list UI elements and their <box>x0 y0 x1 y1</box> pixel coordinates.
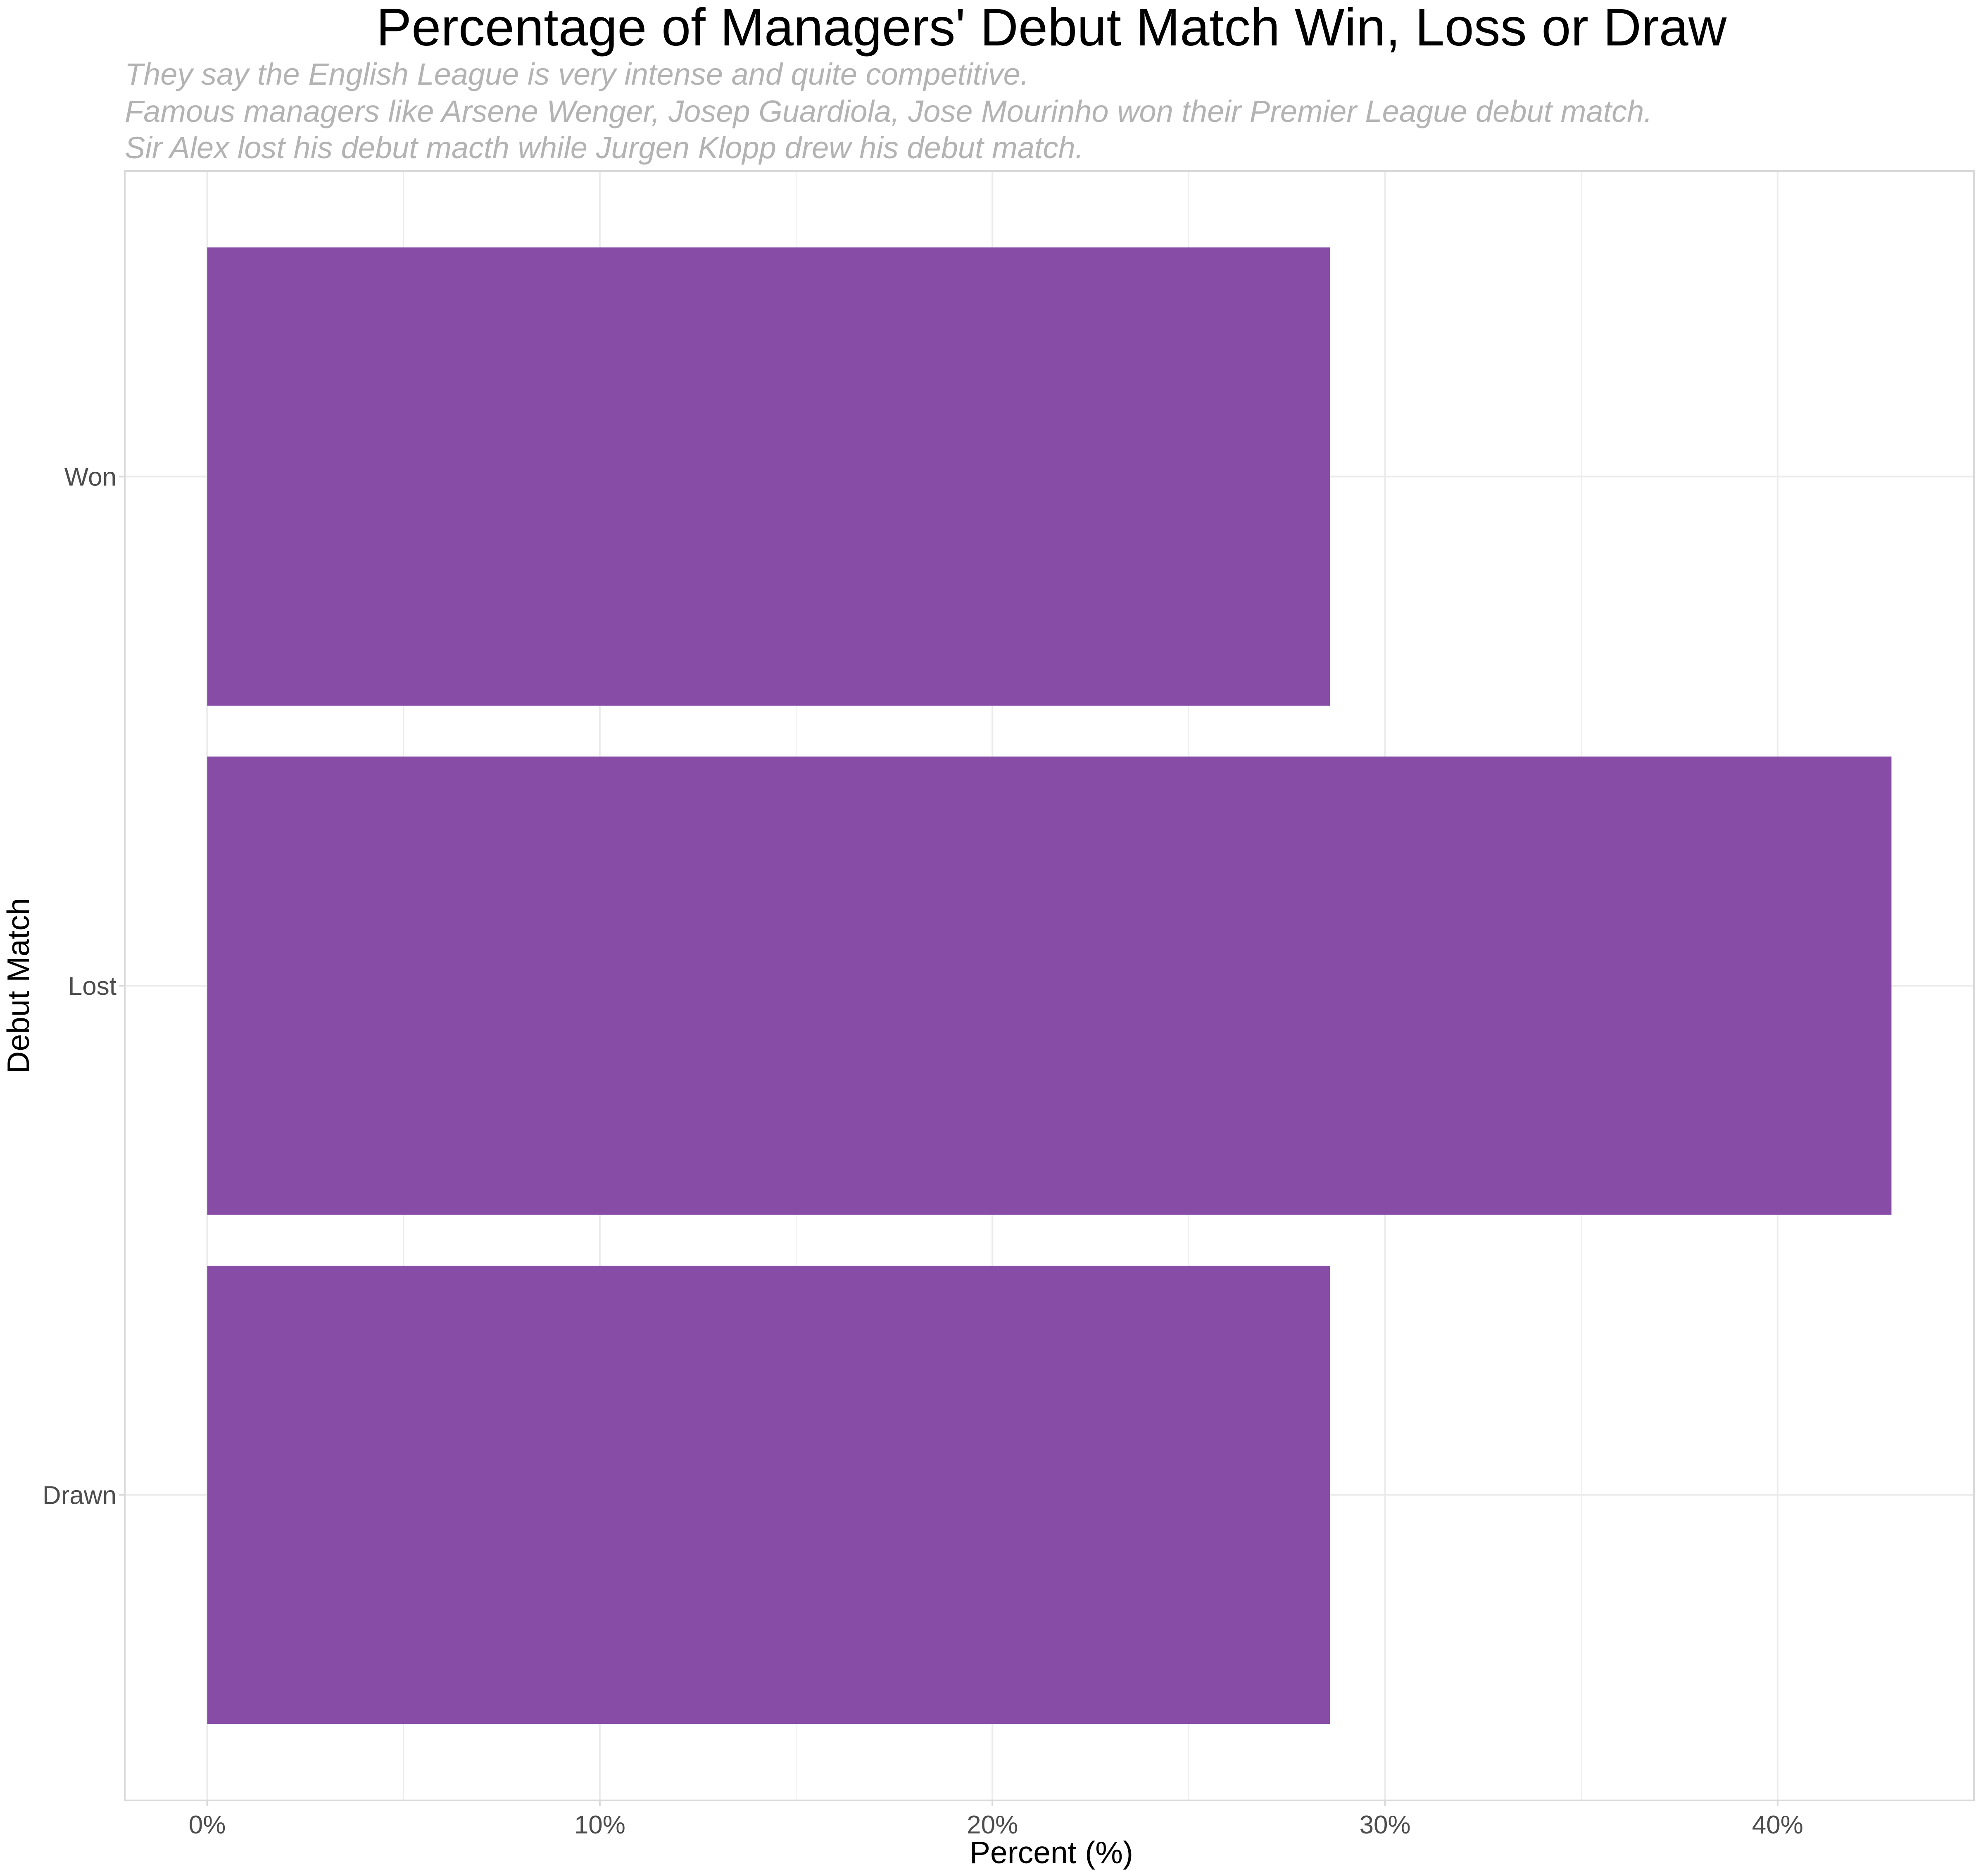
y-axis-ticks: Won Lost Drawn <box>43 463 125 1510</box>
x-axis-ticks: 0% 10% 20% 30% 40% <box>189 1800 1803 1839</box>
bar-lost <box>207 756 1892 1215</box>
x-tick-label: 0% <box>189 1811 226 1839</box>
x-tick-label: 40% <box>1752 1811 1803 1839</box>
x-tick-label: 10% <box>574 1811 625 1839</box>
chart-title: Percentage of Managers' Debut Match Win,… <box>376 0 1727 57</box>
y-axis-title: Debut Match <box>1 898 36 1073</box>
bar-drawn <box>207 1265 1330 1724</box>
chart-subtitle-line-2: Famous managers like Arsene Wenger, Jose… <box>125 94 1652 128</box>
bars <box>207 247 1892 1724</box>
x-tick-label: 20% <box>967 1811 1018 1839</box>
y-tick-label-won: Won <box>64 463 117 492</box>
x-tick-label: 30% <box>1359 1811 1410 1839</box>
x-axis-title: Percent (%) <box>970 1835 1133 1870</box>
y-tick-label-drawn: Drawn <box>43 1481 117 1510</box>
bar-won <box>207 247 1330 706</box>
y-tick-label-lost: Lost <box>68 972 117 1001</box>
chart-subtitle-line-3: Sir Alex lost his debut macth while Jurg… <box>125 131 1084 165</box>
chart-subtitle-line-1: They say the English League is very inte… <box>125 57 1029 91</box>
